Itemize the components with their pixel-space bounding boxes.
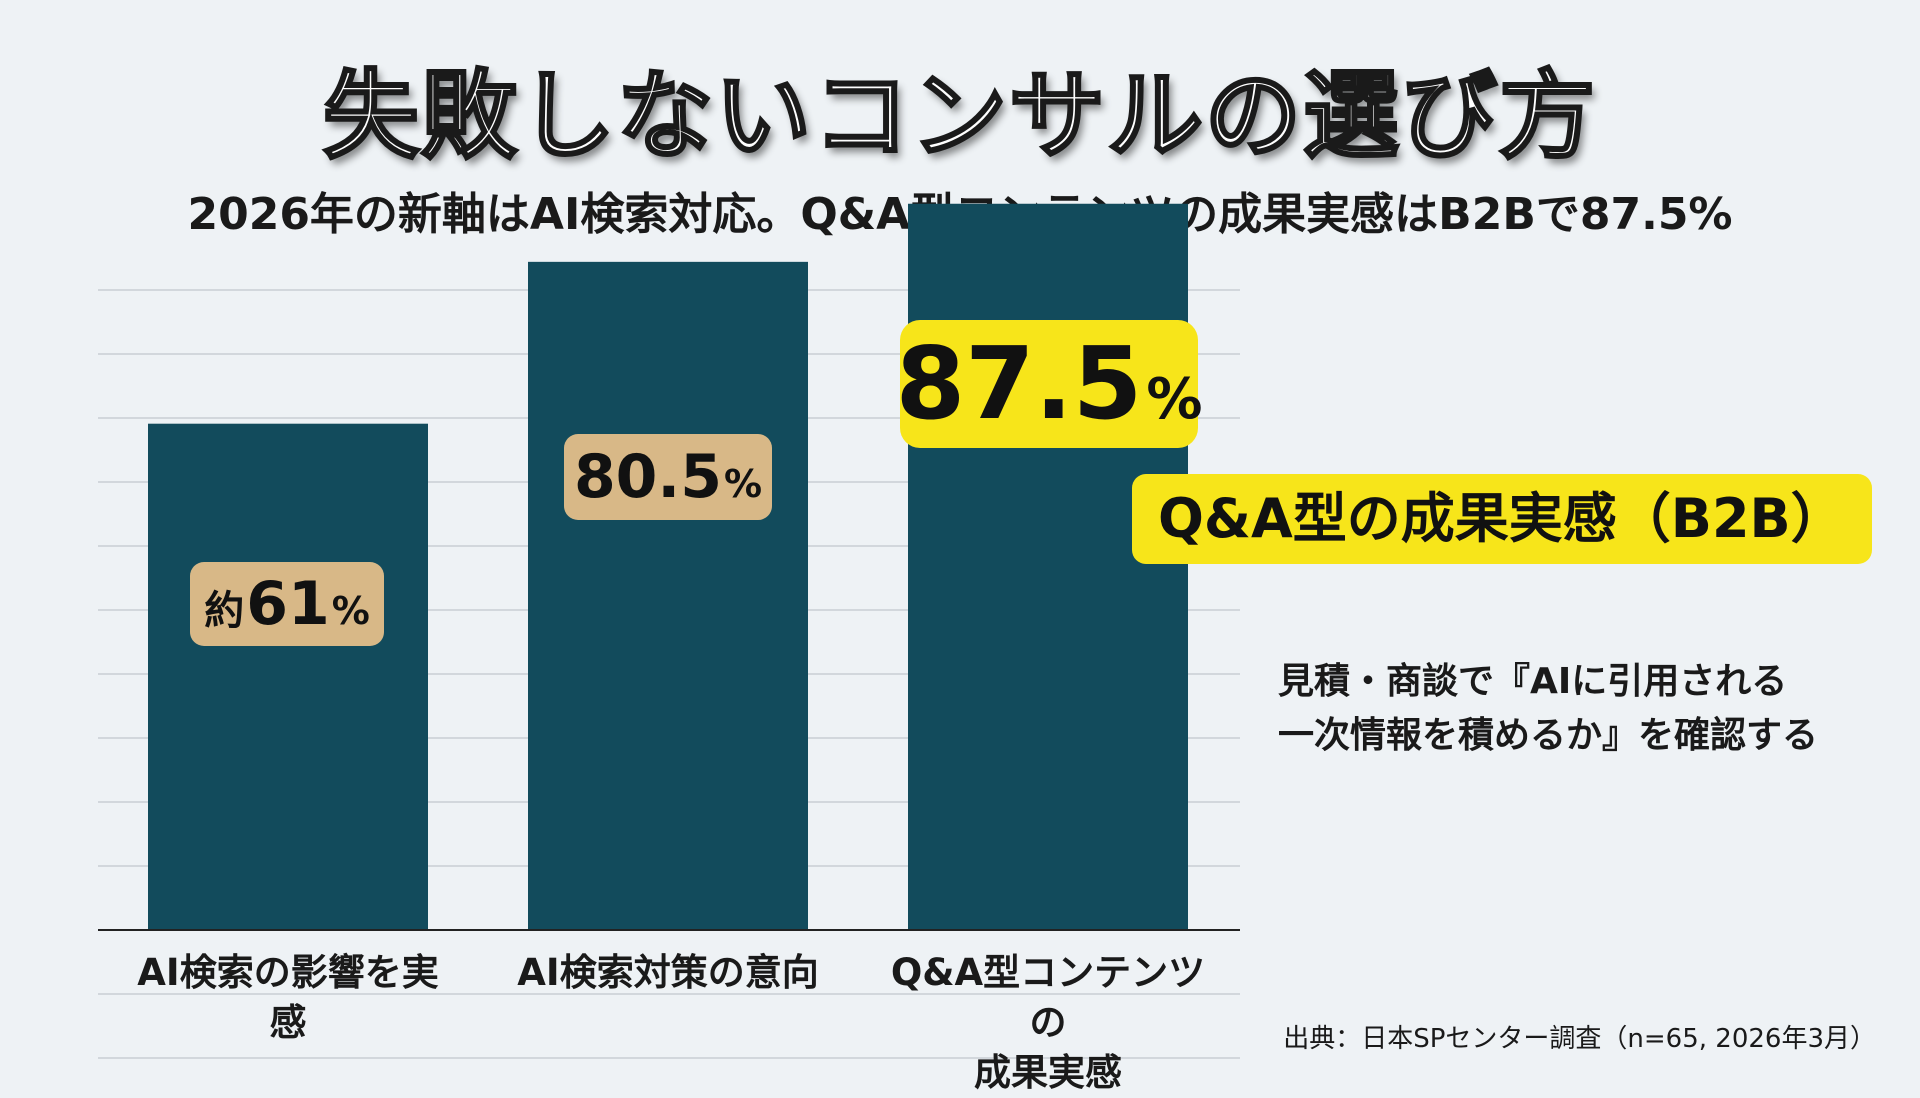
value-label-ai-search-impact: 約 61% <box>190 562 384 646</box>
bar-1 <box>528 261 808 931</box>
note-line-1: 見積・商談で『AIに引用される <box>1278 661 1788 702</box>
note-line-2: 一次情報を積めるか』を確認する <box>1278 715 1819 756</box>
source-citation: 出典：日本SPセンター調査（n=65, 2026年3月） <box>1283 1024 1876 1054</box>
bar-0 <box>148 423 428 930</box>
category-label-qa-content-result: Q&A型コンテンツの 成果実感 <box>890 951 1206 1094</box>
bar-2 <box>908 203 1188 930</box>
category-label-ai-search-intent: AI検索対策の意向 <box>517 951 819 994</box>
value-label-ai-search-intent: 80.5% <box>564 434 772 520</box>
value-label-qa-content-result: 87.5% <box>896 320 1202 448</box>
page-title: 失敗しないコンサルの選び方 <box>322 59 1597 174</box>
category-label-ai-search-impact: AI検索の影響を実感 <box>137 951 439 1044</box>
highlight-callout: Q&A型の成果実感（B2B） <box>1132 474 1872 564</box>
